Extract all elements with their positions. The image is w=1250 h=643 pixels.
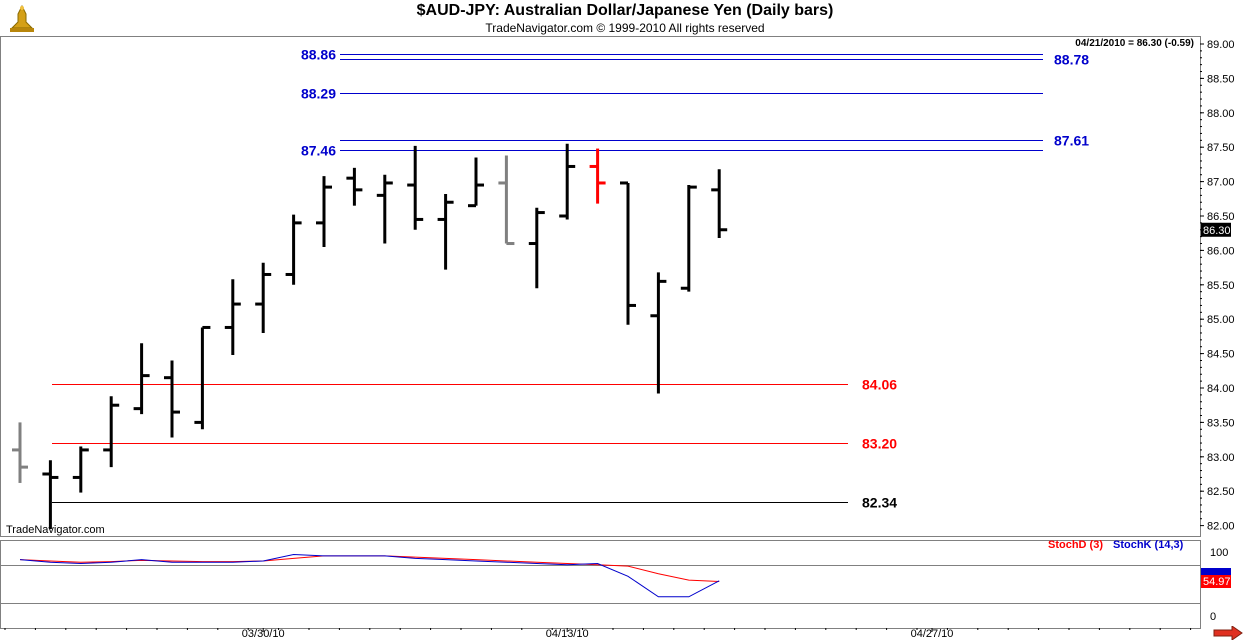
stoch-d-badge	[1201, 575, 1231, 588]
stoch-legend-d: StochD (3)	[1048, 539, 1103, 551]
level-label: 84.06	[862, 377, 897, 393]
last-price-badge	[1201, 222, 1231, 237]
level-label: 88.86	[301, 47, 336, 63]
level-label: 87.61	[1054, 133, 1089, 149]
scroll-right-arrow-icon[interactable]	[1212, 626, 1244, 640]
y-tick-label: 86.50	[1207, 211, 1235, 223]
x-tick-label: 04/13/10	[546, 628, 589, 640]
y-tick-label: 86.00	[1207, 245, 1235, 257]
stoch-series-line	[19, 555, 720, 582]
copyright-text: TradeNavigator.com © 1999-2010 All right…	[485, 21, 765, 35]
x-tick-label: 04/27/10	[911, 628, 954, 640]
info-text: 04/21/2010 = 86.30 (-0.59)	[1075, 38, 1194, 49]
y-tick-label: 85.00	[1207, 314, 1235, 326]
level-label: 88.78	[1054, 52, 1089, 68]
stoch-y-tick-label: 0	[1210, 611, 1216, 623]
stoch-legend-k: StochK (14,3)	[1113, 539, 1184, 551]
level-label: 83.20	[862, 436, 897, 452]
y-tick-label: 85.50	[1207, 280, 1235, 292]
gold-bell-logo-icon	[10, 4, 34, 32]
watermark-text: TradeNavigator.com	[6, 524, 105, 536]
level-label: 87.46	[301, 143, 336, 159]
y-tick-label: 84.00	[1207, 383, 1235, 395]
y-tick-label: 88.50	[1207, 73, 1235, 85]
y-tick-label: 87.50	[1207, 142, 1235, 154]
stoch-k-badge	[1201, 568, 1231, 576]
stoch-d-badge-label: 54.97	[1203, 576, 1231, 588]
y-tick-label: 82.00	[1207, 521, 1235, 533]
y-tick-label: 83.50	[1207, 417, 1235, 429]
y-tick-label: 84.50	[1207, 349, 1235, 361]
last-price-label: 86.30	[1203, 225, 1231, 237]
stoch-pane-border	[0, 540, 1201, 629]
x-tick-label: 03/30/10	[242, 628, 285, 640]
y-tick-label: 87.00	[1207, 177, 1235, 189]
stoch-y-tick-label: 100	[1210, 547, 1228, 559]
y-tick-label: 83.00	[1207, 452, 1235, 464]
y-tick-label: 88.00	[1207, 108, 1235, 120]
price-pane-border	[0, 36, 1201, 537]
y-tick-label: 82.50	[1207, 486, 1235, 498]
level-label: 88.29	[301, 86, 336, 102]
level-label: 82.34	[862, 495, 897, 511]
chart-title: $AUD-JPY: Australian Dollar/Japanese Yen…	[416, 2, 834, 19]
y-tick-label: 89.00	[1207, 39, 1235, 51]
stoch-series-line	[19, 554, 720, 598]
